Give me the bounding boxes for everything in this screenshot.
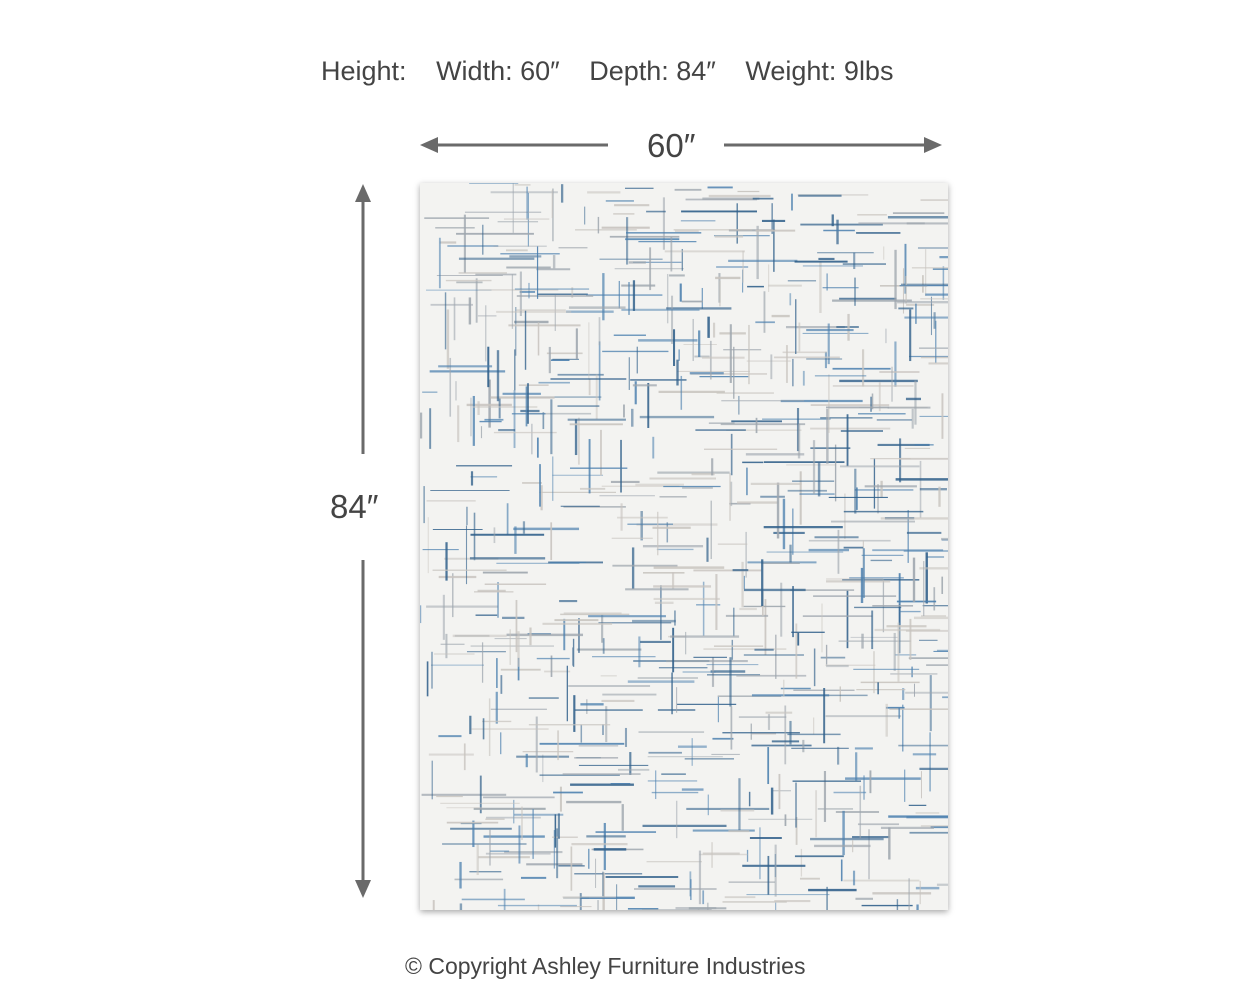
spec-height: Height: xyxy=(321,56,407,86)
arrowhead-right-icon xyxy=(924,137,942,153)
spec-weight: Weight: 9lbs xyxy=(745,56,894,86)
spec-depth: Depth: 84″ xyxy=(589,56,716,86)
spec-width: Width: 60″ xyxy=(436,56,560,86)
rug-pattern xyxy=(419,182,1015,945)
width-label: 60″ xyxy=(647,127,696,164)
arrowhead-left-icon xyxy=(420,137,438,153)
copyright-text: © Copyright Ashley Furniture Industries xyxy=(405,953,806,979)
height-arrow xyxy=(355,184,371,898)
spec-line: Height: Width: 60″ Depth: 84″ Weight: 9l… xyxy=(321,56,915,87)
width-arrow xyxy=(420,137,942,153)
rug-image xyxy=(419,182,1015,945)
arrowhead-down-icon xyxy=(355,880,371,898)
height-label: 84″ xyxy=(330,488,379,525)
arrowhead-up-icon xyxy=(355,184,371,202)
